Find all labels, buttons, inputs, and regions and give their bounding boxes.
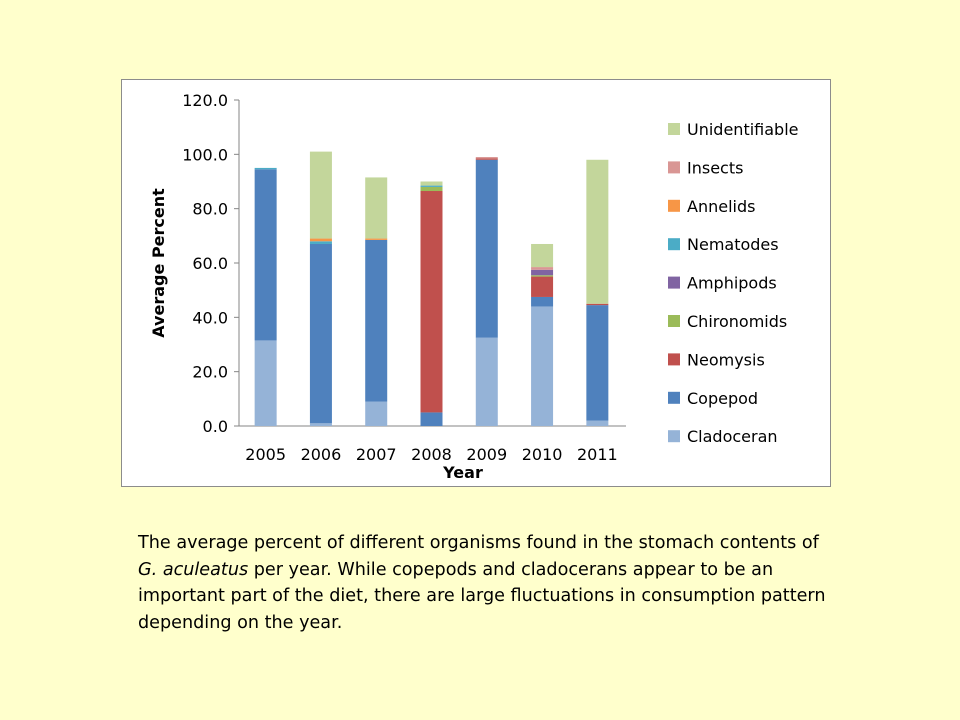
x-tick-label: 2005 xyxy=(245,445,286,464)
x-tick-label: 2007 xyxy=(356,445,397,464)
bar-segment-annelids-2007 xyxy=(365,238,388,240)
x-tick-label: 2006 xyxy=(301,445,342,464)
bar-segment-unidentifiable-2007 xyxy=(365,177,388,239)
legend-label: Annelids xyxy=(687,197,755,216)
bar-segment-unidentifiable-2008 xyxy=(420,181,443,186)
legend-label: Neomysis xyxy=(687,350,765,369)
bar-segment-neomysis-2011 xyxy=(586,303,609,306)
bar-segment-nematodes-2008 xyxy=(420,185,443,187)
legend-label: Cladoceran xyxy=(687,427,778,446)
bar-segment-insects-2009 xyxy=(475,157,498,159)
bar-segment-cladoceran-2010 xyxy=(531,306,554,426)
legend-label: Nematodes xyxy=(687,235,779,254)
bar-segment-copepod-2009 xyxy=(475,159,498,338)
bar-segment-insects-2010 xyxy=(531,267,554,270)
y-tick-label: 20.0 xyxy=(192,363,228,382)
bar-segment-copepod-2010 xyxy=(531,296,554,307)
legend-label: Chironomids xyxy=(687,312,787,331)
bar-segment-cladoceran-2006 xyxy=(309,423,332,426)
x-ticks: 2005 2006 2007 2008 2009 2010 2011 xyxy=(245,445,617,464)
bar-segment-nematodes-2005 xyxy=(254,167,277,170)
legend-swatch xyxy=(668,315,680,327)
bar-segment-annelids-2006 xyxy=(309,238,332,242)
y-ticks: 0.0 20.0 40.0 60.0 80.0 100.0 120.0 xyxy=(182,91,239,436)
bar-segment-cladoceran-2009 xyxy=(475,337,498,426)
y-tick-label: 0.0 xyxy=(203,417,228,436)
bar-segment-neomysis-2009 xyxy=(475,158,498,160)
legend-swatch xyxy=(668,430,680,443)
bars xyxy=(254,151,609,426)
bar-segment-cladoceran-2011 xyxy=(586,420,609,426)
legend-swatch xyxy=(668,199,680,212)
legend-label: Copepod xyxy=(687,389,758,408)
legend-label: Unidentifiable xyxy=(687,120,798,139)
x-tick-label: 2009 xyxy=(466,445,507,464)
bar-segment-unidentifiable-2010 xyxy=(531,243,554,268)
legend-swatch xyxy=(668,276,680,289)
bar-segment-amphipods-2010 xyxy=(531,269,554,276)
legend-label: Amphipods xyxy=(687,274,777,293)
legend-swatch xyxy=(668,391,680,404)
x-tick-label: 2011 xyxy=(577,445,618,464)
caption-prefix: The average percent of different organis… xyxy=(138,533,819,553)
x-tick-label: 2010 xyxy=(522,445,563,464)
legend-swatch xyxy=(668,123,680,135)
figure-caption: The average percent of different organis… xyxy=(138,530,838,636)
bar-segment-unidentifiable-2006 xyxy=(309,151,332,239)
chart-frame: 0.0 20.0 40.0 60.0 80.0 100.0 120.0 2005 2006 20… xyxy=(121,79,831,487)
x-axis-label: Year xyxy=(442,463,483,482)
y-tick-label: 40.0 xyxy=(192,308,228,327)
bar-segment-copepod-2011 xyxy=(586,305,609,421)
bar-segment-copepod-2008 xyxy=(420,412,443,426)
caption-suffix: per year. While copepods and cladocerans… xyxy=(138,559,826,633)
legend-swatch xyxy=(668,353,680,366)
y-axis-label: Average Percent xyxy=(149,188,168,338)
caption-text: The average percent of different organis… xyxy=(138,530,838,636)
bar-segment-copepod-2006 xyxy=(309,243,332,424)
legend-swatch xyxy=(668,238,680,251)
bar-segment-chironomids-2008 xyxy=(420,186,443,192)
y-tick-label: 120.0 xyxy=(182,91,228,110)
legend: Unidentifiable Insects Annelids Nematodes Am… xyxy=(668,120,798,446)
bar-segment-cladoceran-2007 xyxy=(365,401,388,426)
y-tick-label: 60.0 xyxy=(192,254,228,273)
caption-species: G. aculeatus xyxy=(138,559,249,580)
y-tick-label: 80.0 xyxy=(192,200,228,219)
bar-segment-cladoceran-2005 xyxy=(254,340,277,426)
bar-segment-unidentifiable-2011 xyxy=(586,159,609,304)
bar-segment-nematodes-2006 xyxy=(309,241,332,244)
bar-segment-chironomids-2010 xyxy=(531,275,554,277)
legend-swatch xyxy=(668,161,680,174)
bar-segment-neomysis-2010 xyxy=(531,276,554,297)
bar-segment-copepod-2005 xyxy=(254,169,277,341)
x-tick-label: 2008 xyxy=(411,445,452,464)
y-tick-label: 100.0 xyxy=(182,145,228,164)
bar-segment-copepod-2007 xyxy=(365,239,388,402)
legend-label: Insects xyxy=(687,158,743,177)
bar-segment-neomysis-2008 xyxy=(420,191,443,413)
